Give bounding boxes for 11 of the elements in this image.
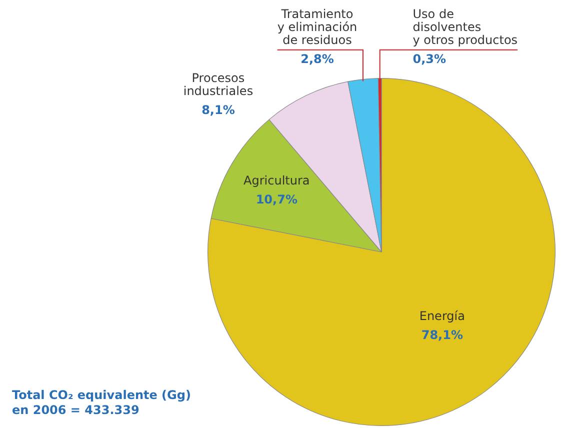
data-label: 8,1%	[202, 103, 235, 118]
data-label: 78,1%	[421, 328, 463, 342]
data-label: 10,7%	[256, 192, 298, 207]
data-label: 2,8%	[300, 52, 334, 66]
data-label: 0,3%	[412, 52, 446, 66]
slice-label: Agricultura	[244, 174, 310, 188]
text: Total CO₂ equivalente (Gg) en 2006 = 433.339	[12, 388, 191, 418]
slice-label: Procesos industriales	[183, 71, 254, 98]
slice-label: Uso de disolventes y otros productos	[412, 6, 518, 47]
slice-label: Energía	[419, 308, 465, 323]
slice-label: Tratamiento y eliminación de residuos	[277, 6, 358, 47]
